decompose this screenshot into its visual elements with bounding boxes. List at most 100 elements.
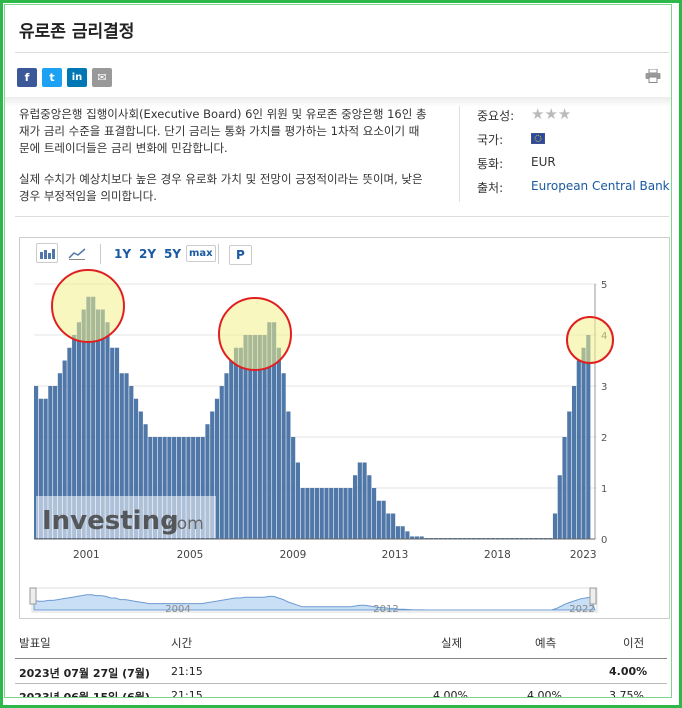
bar <box>343 488 348 539</box>
toolbar-divider <box>218 244 219 264</box>
bar <box>257 335 262 539</box>
bar <box>100 309 105 539</box>
bar <box>157 437 162 539</box>
header-actual: 실제 <box>441 636 463 650</box>
toolbar-divider <box>100 244 101 264</box>
importance-label: 중요성: <box>477 109 515 123</box>
bar <box>571 386 577 539</box>
y-tick-label: 0 <box>601 535 607 546</box>
bar <box>124 373 129 539</box>
bar <box>552 513 558 539</box>
bar <box>38 398 43 539</box>
facebook-share-icon[interactable]: f <box>17 68 37 87</box>
row-date: 2023년 07월 27일 (7월) <box>19 667 150 680</box>
bar <box>419 536 424 539</box>
bar <box>57 373 62 539</box>
header-release-date: 발표일 <box>19 636 51 650</box>
bar <box>219 386 224 539</box>
row-previous: 4.00% <box>609 665 648 678</box>
x-tick-label: 2009 <box>280 549 307 561</box>
bar <box>233 347 239 539</box>
bar <box>357 462 362 539</box>
bar <box>305 488 310 539</box>
email-share-icon[interactable]: ✉ <box>92 68 112 87</box>
bar <box>267 322 272 539</box>
range-1y-button[interactable]: 1Y <box>114 247 132 261</box>
navigator-handle-left <box>29 587 37 605</box>
y-tick-label: 5 <box>601 280 607 291</box>
print-icon[interactable] <box>645 69 661 83</box>
bar <box>162 437 167 539</box>
investing-watermark: Investing <box>42 506 179 536</box>
bar <box>262 335 267 539</box>
bar <box>48 386 53 539</box>
y-tick-label: 1 <box>601 484 607 495</box>
x-tick-label: 2013 <box>382 549 409 561</box>
bar <box>205 424 210 539</box>
bar <box>76 322 82 539</box>
navigator-tick-label: 2004 <box>165 604 190 615</box>
bar-chart-toggle[interactable] <box>36 243 58 263</box>
source-link[interactable]: European Central Bank <box>531 179 670 193</box>
bar <box>210 411 215 539</box>
row-forecast: 4.00% <box>527 689 562 698</box>
line-chart-toggle[interactable] <box>66 243 88 263</box>
page-title: 유로존 금리결정 <box>19 22 135 42</box>
divider <box>15 52 669 53</box>
bar <box>243 335 248 539</box>
bar <box>333 488 339 539</box>
bar <box>295 462 300 539</box>
row-actual: 4.00% <box>433 689 468 698</box>
row-divider <box>15 683 667 684</box>
content-panel: 유로존 금리결정 f t in ✉ 유럽중앙은행 집행이사회(Executive… <box>4 4 672 698</box>
bar <box>181 437 186 539</box>
bar <box>367 475 372 539</box>
bar <box>557 475 562 539</box>
country-label: 국가: <box>477 133 504 147</box>
importance-stars: ★★★ <box>531 105 571 123</box>
row-date: 2023년 06월 15일 (6월) <box>19 691 150 698</box>
bar <box>381 500 386 539</box>
bar <box>372 488 377 539</box>
header-shadow <box>5 97 671 107</box>
header-previous: 이전 <box>623 636 645 650</box>
bar <box>129 386 134 539</box>
bar <box>119 373 124 539</box>
linkedin-share-icon[interactable]: in <box>67 68 87 87</box>
header-time: 시간 <box>171 636 193 650</box>
bar <box>248 335 253 539</box>
star-icon: ★ <box>531 105 545 123</box>
bar <box>153 437 158 539</box>
range-2y-button[interactable]: 2Y <box>139 247 157 261</box>
x-tick-label: 2001 <box>73 549 100 561</box>
highlight-circle <box>218 297 292 371</box>
range-5y-button[interactable]: 5Y <box>164 247 182 261</box>
bar <box>581 347 586 539</box>
twitter-share-icon[interactable]: t <box>42 68 62 87</box>
bar <box>62 360 67 539</box>
currency-label: 통화: <box>477 157 504 171</box>
bar <box>362 462 367 539</box>
description-paragraph: 실제 수치가 예상치보다 높은 경우 유로화 가치 및 전망이 긍정적이라는 뜻… <box>19 172 423 203</box>
bar <box>200 437 205 539</box>
bar <box>348 488 353 539</box>
bar <box>391 513 396 539</box>
bar <box>186 437 191 539</box>
header-forecast: 예측 <box>535 636 557 650</box>
chart-panel: 1Y 2Y 5Y max P 0123452001200520092013201… <box>19 237 670 619</box>
y-tick-label: 2 <box>601 433 607 444</box>
bar <box>67 347 72 539</box>
p-button[interactable]: P <box>229 245 252 265</box>
x-tick-label: 2005 <box>177 549 204 561</box>
divider <box>15 216 669 217</box>
bar <box>410 536 415 539</box>
bar <box>95 309 101 539</box>
x-tick-label: 2018 <box>484 549 511 561</box>
investing-watermark-domain: .com <box>162 514 204 534</box>
bar <box>172 437 177 539</box>
description-paragraph: 유럽중앙은행 집행이사회(Executive Board) 6인 위원 및 유로… <box>19 107 427 155</box>
navigator-tick-label: 2022 <box>569 604 594 615</box>
range-max-button[interactable]: max <box>186 245 216 262</box>
row-time: 21:15 <box>171 665 203 678</box>
